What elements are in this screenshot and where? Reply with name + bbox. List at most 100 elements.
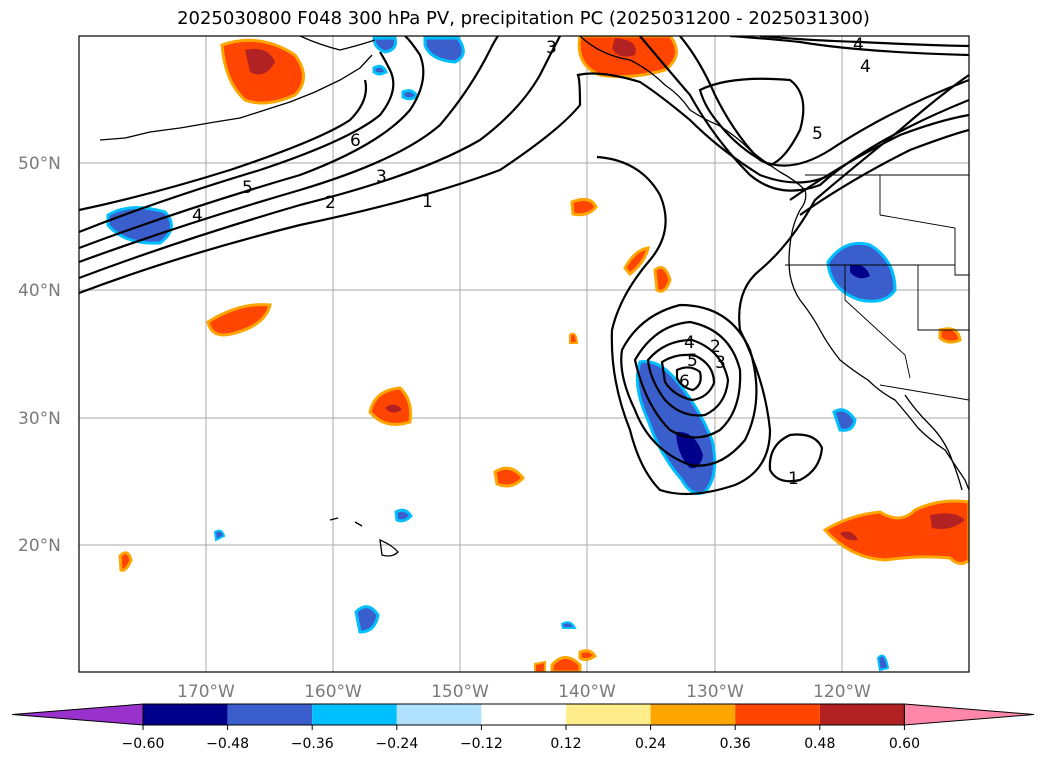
colorbar-tick-label: 0.12: [550, 736, 581, 752]
pv-contour-east-5: [729, 36, 969, 57]
pv-contour-mid-2: [620, 303, 758, 467]
precip-neg-k: [876, 654, 890, 672]
colorbar-extend-low: [11, 703, 144, 726]
lon-label: 130°W: [686, 682, 744, 702]
precip-pos-l: [578, 649, 598, 662]
precip-neg-i: [213, 529, 226, 542]
colorbar-segment: [396, 704, 482, 725]
colorbar-tick-label: 0.60: [889, 736, 920, 752]
coast-alaska: [579, 36, 807, 211]
contour-label: 2: [325, 193, 336, 213]
contour-label: 4: [860, 57, 871, 77]
lat-label: 50°N: [18, 154, 61, 174]
aleutian-chain: [99, 54, 373, 141]
lat-label: 30°N: [18, 409, 61, 429]
lon-label: 160°W: [304, 682, 362, 702]
pv-contour-5: [79, 51, 395, 234]
lon-label: 120°W: [813, 682, 871, 702]
pv-contour-2: [79, 36, 561, 280]
contour-label: 6: [350, 131, 361, 151]
pv-contour-4: [79, 36, 425, 250]
coast-baja: [904, 394, 963, 491]
pv-contour-labels: 1 2 3 4 5 6 3 4 5 4 2 3 4 5 6 1: [192, 35, 871, 489]
latitude-labels: 50°N 40°N 30°N 20°N: [18, 154, 61, 556]
colorbar-tick-label: 0.48: [804, 736, 835, 752]
contour-label: 6: [679, 372, 690, 392]
contour-label: 5: [812, 124, 823, 144]
lon-label: 170°W: [177, 682, 235, 702]
pv-contour-6: [79, 79, 368, 212]
coast-alaska-west: [299, 36, 376, 51]
precip-pos-a: [206, 303, 272, 337]
colorbar-tick-label: −0.48: [206, 736, 249, 752]
colorbar-tick-label: 0.24: [635, 736, 666, 752]
precip-pos-d: [623, 246, 650, 277]
pv-contour-mid-6: [675, 366, 702, 392]
colorbar-segment: [481, 704, 566, 725]
contour-label: 3: [546, 38, 557, 58]
precip-pos-m: [534, 660, 546, 672]
pv-contour-east-2: [698, 77, 805, 167]
pv-contour-east-8: [799, 128, 969, 216]
colorbar-segment: [650, 704, 736, 725]
pv-contour-3: [79, 36, 499, 264]
contour-label: 4: [853, 35, 864, 55]
colorbar: −0.60 −0.48 −0.36 −0.24 −0.12 0.12 0.24 0.36 0.4…: [11, 703, 1035, 752]
map-frame: [78, 35, 970, 673]
contour-label: 4: [684, 333, 695, 353]
colorbar-segment: [735, 704, 820, 725]
contour-label: 5: [242, 178, 253, 198]
colorbar-tick-label: −0.60: [122, 736, 165, 752]
contour-label: 3: [715, 353, 726, 373]
precip-pos-f: [569, 332, 579, 344]
precip-pos-h: [938, 327, 962, 344]
contour-label: 4: [192, 206, 203, 226]
precip-pos-c: [570, 197, 598, 217]
precip-neg-j: [560, 621, 577, 629]
longitude-labels: 170°W 160°W 150°W 140°W 130°W 120°W: [177, 682, 871, 702]
pv-contour-mid-4: [646, 338, 730, 417]
pv-contour-mid-1: [596, 74, 969, 496]
hawaii: [329, 517, 399, 557]
precip-neg-f: [832, 408, 857, 432]
pv-contour-east-1: [768, 433, 824, 483]
precip-positive-areas: [118, 36, 969, 672]
contour-label: 1: [422, 192, 433, 212]
coastlines: [99, 36, 969, 557]
precip-pos-e: [653, 266, 672, 293]
colorbar-segment: [227, 704, 313, 725]
lat-label: 40°N: [18, 281, 61, 301]
contour-label: 3: [376, 167, 387, 187]
colorbar-tick-label: 0.36: [720, 736, 751, 752]
pv-contours: [79, 36, 969, 496]
pv-contour-east-3: [639, 36, 969, 192]
coast-westus: [788, 209, 969, 491]
colorbar-tick-label: −0.24: [375, 736, 418, 752]
precip-pos-j: [118, 551, 133, 572]
contour-label: 5: [687, 351, 698, 371]
lon-label: 150°W: [431, 682, 489, 702]
precip-pos-g: [493, 466, 525, 488]
lat-label: 20°N: [18, 536, 61, 556]
pv-contour-east-7: [789, 113, 969, 201]
map-area: [79, 36, 969, 672]
contour-label: 1: [788, 469, 799, 489]
pv-contour-mid-3: [633, 320, 742, 439]
colorbar-tick-label: −0.36: [291, 736, 334, 752]
precip-pos-k: [550, 656, 582, 672]
colorbar-segment: [143, 704, 228, 725]
contour-label: 2: [710, 337, 721, 357]
precip-neg-h: [354, 605, 380, 634]
colorbar-segment: [819, 704, 905, 725]
lon-label: 140°W: [558, 682, 616, 702]
colorbar-extend-high: [903, 703, 1035, 726]
precip-neg-g: [394, 508, 413, 523]
precip-neg-d: [401, 89, 420, 101]
colorbar-frame: [142, 703, 905, 726]
colorbar-segment: [566, 704, 651, 725]
precip-neg-b: [372, 36, 397, 54]
precip-neg-c: [423, 36, 465, 64]
colorbar-tick-label: −0.12: [460, 736, 503, 752]
map-title: 2025030800 F048 300 hPa PV, precipitatio…: [177, 8, 870, 29]
